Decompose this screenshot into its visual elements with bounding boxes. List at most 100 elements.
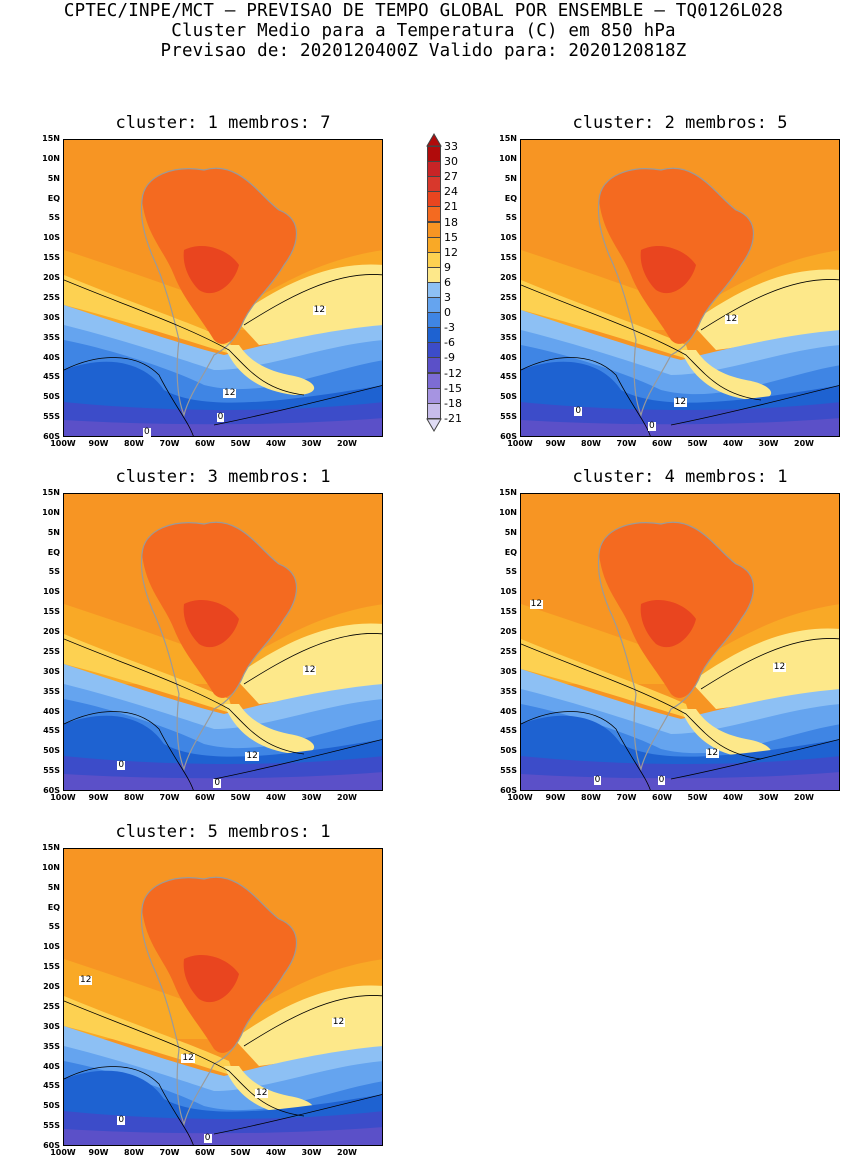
longitude-label: 40W [723, 793, 743, 802]
colorbar-label: 27 [444, 170, 458, 184]
colorbar-label: 6 [444, 275, 451, 289]
colorbar-swatch [427, 176, 441, 193]
colorbar-swatch [427, 297, 441, 314]
longitude-label: 40W [266, 439, 286, 448]
colorbar-swatch [427, 357, 441, 374]
longitude-label: 60W [195, 793, 215, 802]
latitude-label: 10S [43, 587, 60, 597]
latitude-label: 50S [500, 746, 517, 756]
latitude-label: 5S [505, 567, 517, 577]
longitude-label: 80W [581, 439, 601, 448]
color-legend: 33 30 27 24 21 18 15 12 9 6 3 0 -3 -6 -9 -12 -15 -18 -21 [424, 133, 484, 445]
latitude-label: 15S [43, 253, 60, 263]
longitude-label: 30W [301, 439, 322, 448]
latitude-label: 25S [43, 292, 60, 302]
latitude-label: 50S [43, 1101, 60, 1111]
longitude-label: 50W [230, 793, 251, 802]
colorbar-swatch [427, 312, 441, 329]
latitude-label: 40S [500, 706, 517, 716]
longitude-label: 30W [301, 793, 322, 802]
panel-title: cluster: 3 membros: 1 [115, 467, 331, 487]
latitude-label: 35S [500, 332, 517, 342]
panel-title: cluster: 5 membros: 1 [115, 822, 331, 842]
latitude-label: 45S [500, 372, 517, 382]
latitude-label: 10S [43, 942, 60, 952]
latitude-label: 10N [499, 153, 517, 163]
colorbar-label: 3 [444, 291, 451, 304]
contour-label: 12 [312, 304, 327, 315]
latitude-label: 10N [499, 507, 517, 517]
colorbar-label: 30 [444, 155, 458, 169]
longitude-label: 70W [616, 793, 637, 802]
longitude-label: 80W [124, 793, 144, 802]
contour-label: 12 [245, 751, 259, 762]
longitude-label: 40W [266, 793, 286, 802]
latitude-label: 40S [43, 1061, 60, 1071]
longitude-label: 90W [545, 439, 566, 448]
longitude-label: 60W [652, 793, 672, 802]
colorbar-swatch [427, 161, 441, 178]
colorbar-swatch [427, 251, 441, 268]
latitude-label: 5S [48, 567, 60, 577]
colorbar-label: 9 [444, 260, 451, 274]
colorbar-label: 21 [444, 200, 458, 214]
longitude-label: 100W [50, 1148, 76, 1157]
contour-label: 0 [216, 412, 225, 423]
colorbar-swatch [427, 206, 441, 223]
latitude-label: EQ [504, 193, 517, 203]
panel-title: cluster: 2 membros: 5 [572, 113, 788, 133]
latitude-label: 50S [43, 392, 60, 402]
contour-label: 0 [648, 421, 656, 432]
latitude-label: 20S [43, 982, 60, 992]
latitude-label: 35S [43, 332, 60, 342]
latitude-label: 30S [43, 1021, 60, 1031]
temperature-map [63, 493, 383, 791]
contour-label: 0 [657, 775, 666, 786]
contour-label: 12 [181, 1052, 195, 1063]
latitude-label: 30S [43, 666, 60, 676]
latitude-label: 30S [43, 312, 60, 322]
colorbar-label: 24 [444, 185, 458, 199]
latitude-label: 60S [43, 786, 60, 795]
colorbar-swatch [427, 221, 441, 238]
latitude-label: 5S [48, 922, 60, 932]
latitude-label: 5N [47, 882, 60, 892]
header-line-2: Cluster Medio para a Temperatura (C) em … [171, 21, 676, 41]
colorbar-swatch [427, 342, 441, 359]
header-line-1: CPTEC/INPE/MCT – PREVISAO DE TEMPO GLOBA… [63, 1, 784, 21]
latitude-label: 50S [43, 746, 60, 756]
latitude-label: 15N [42, 843, 60, 852]
colorbar-label: -6 [444, 336, 455, 350]
colorbar-max-arrow [426, 133, 442, 147]
latitude-label: 50S [500, 392, 517, 402]
contour-label: 0 [203, 1133, 212, 1144]
latitude-label: 15S [500, 253, 517, 263]
colorbar-label: -9 [444, 351, 455, 365]
latitude-label: 5N [504, 527, 517, 537]
longitude-label: 20W [337, 793, 357, 802]
latitude-label: 10S [500, 587, 517, 597]
latitude-label: 45S [43, 372, 60, 382]
longitude-label: 70W [159, 793, 180, 802]
contour-label: 0 [593, 775, 602, 786]
longitude-label: 80W [124, 1148, 144, 1157]
longitude-label: 30W [301, 1148, 322, 1157]
longitude-label: 100W [50, 793, 76, 802]
latitude-label: 5N [47, 527, 60, 537]
colorbar-swatch [427, 191, 441, 208]
latitude-label: EQ [504, 547, 517, 557]
longitude-label: 100W [507, 439, 533, 448]
longitude-label: 90W [88, 439, 109, 448]
latitude-label: 45S [43, 1081, 60, 1091]
longitude-label: 100W [50, 439, 76, 448]
longitude-label: 50W [230, 1148, 251, 1157]
longitude-label: 30W [758, 793, 779, 802]
colorbar-swatch [427, 146, 441, 163]
latitude-label: 20S [43, 627, 60, 637]
contour-label: 0 [143, 427, 151, 438]
latitude-label: 25S [500, 646, 517, 656]
latitude-label: 10N [42, 507, 60, 517]
longitude-label: 60W [195, 439, 215, 448]
latitude-label: 60S [43, 432, 60, 441]
latitude-label: 5S [505, 213, 517, 223]
